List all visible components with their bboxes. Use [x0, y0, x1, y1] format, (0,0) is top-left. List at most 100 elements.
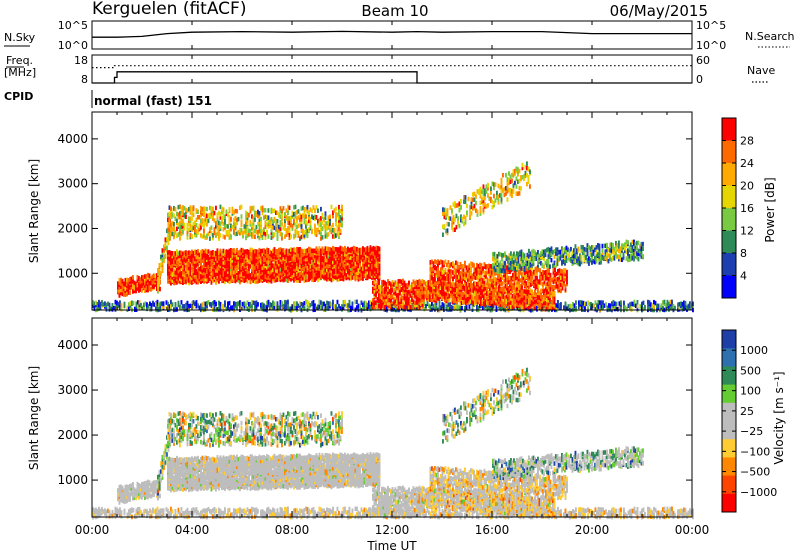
- power-cell: [216, 251, 219, 257]
- power-cell: [194, 270, 196, 276]
- cpid-mode-text: normal (fast) 151: [94, 94, 212, 108]
- power-cell: [158, 279, 161, 284]
- power-cell: [306, 300, 309, 305]
- power-cell: [350, 259, 352, 264]
- power-cell: [98, 299, 100, 305]
- power-cell: [222, 275, 225, 281]
- power-cell: [120, 277, 122, 283]
- power-cell: [222, 251, 225, 256]
- power-cell: [132, 300, 135, 306]
- power-cell: [242, 277, 244, 283]
- power-cell: [234, 222, 237, 227]
- power-cell: [234, 301, 237, 307]
- power-cell: [167, 212, 169, 218]
- power-cell: [230, 248, 232, 253]
- power-cell: [188, 250, 190, 255]
- power-cell: [218, 225, 220, 230]
- power-cell: [203, 307, 205, 312]
- power-cell: [166, 228, 168, 234]
- power-cell: [218, 266, 220, 271]
- power-cell: [145, 273, 148, 279]
- power-cell: [180, 227, 183, 233]
- power-cell: [216, 268, 219, 273]
- power-cell: [276, 253, 279, 258]
- power-cell: [255, 211, 258, 216]
- power-cell: [435, 301, 438, 306]
- power-cell: [246, 233, 249, 238]
- power-cell: [216, 226, 219, 231]
- power-cell: [191, 216, 193, 221]
- power-cell: [180, 224, 183, 229]
- power-cell: [281, 263, 283, 269]
- power-cell: [119, 302, 121, 308]
- power-cell: [252, 216, 255, 221]
- power-cell: [240, 253, 243, 259]
- noise-sky-line: [92, 30, 692, 38]
- power-cell: [261, 302, 264, 307]
- power-cell: [225, 224, 228, 229]
- power-cell: [294, 260, 297, 266]
- power-cell: [357, 263, 360, 269]
- power-cell: [278, 305, 280, 311]
- power-cell: [245, 224, 247, 229]
- nave-line: [92, 65, 692, 69]
- power-cell: [423, 301, 426, 307]
- power-cell: [330, 261, 333, 266]
- power-cell: [272, 267, 274, 273]
- power-cell: [348, 264, 351, 270]
- power-cell: [270, 261, 273, 266]
- power-cell: [243, 253, 246, 259]
- power-cell: [327, 301, 330, 306]
- power-cell: [273, 259, 276, 264]
- power-cell: [186, 260, 189, 266]
- power-cell: [371, 247, 373, 252]
- power-cell: [176, 211, 178, 217]
- power-cell: [249, 273, 252, 278]
- power-cell: [267, 255, 270, 260]
- power-cell: [290, 263, 292, 268]
- power-cell: [218, 234, 220, 239]
- power-cell: [201, 211, 204, 216]
- power-cell: [182, 251, 184, 257]
- power-cell: [252, 255, 255, 261]
- power-cell: [189, 223, 192, 228]
- power-cell: [191, 256, 193, 262]
- power-cell: [186, 276, 189, 281]
- power-cell: [236, 260, 238, 265]
- power-cell: [203, 278, 205, 284]
- power-cell: [170, 212, 172, 218]
- power-cell: [246, 306, 249, 312]
- power-cell: [285, 303, 288, 308]
- power-cell: [287, 302, 289, 308]
- power-cell: [266, 259, 268, 264]
- power-cell: [311, 248, 313, 254]
- power-cell: [195, 223, 198, 228]
- power-cell: [305, 268, 307, 273]
- power-cell: [230, 216, 232, 222]
- power-cell: [306, 269, 309, 275]
- power-cell: [368, 255, 370, 261]
- power-cell: [320, 206, 322, 212]
- power-cell: [161, 248, 164, 253]
- power-cell: [359, 253, 361, 258]
- power-cell: [318, 257, 321, 263]
- power-cell: [294, 266, 297, 271]
- power-cell: [339, 273, 342, 278]
- power-cell: [635, 303, 637, 309]
- power-cell: [303, 254, 306, 260]
- frequency-panel-frame: [91, 54, 693, 84]
- power-cell: [369, 300, 372, 305]
- power-cell: [243, 269, 246, 274]
- power-cell: [341, 258, 343, 264]
- power-cell: [378, 271, 381, 276]
- power-cell: [135, 301, 138, 307]
- power-cell: [303, 251, 306, 256]
- power-cell: [231, 206, 234, 212]
- power-cell: [302, 249, 304, 254]
- power-cell: [231, 264, 234, 269]
- power-cell: [312, 300, 315, 305]
- power-cell: [680, 303, 682, 309]
- power-cell: [291, 267, 294, 272]
- power-cell: [329, 273, 331, 278]
- power-cell: [147, 272, 149, 278]
